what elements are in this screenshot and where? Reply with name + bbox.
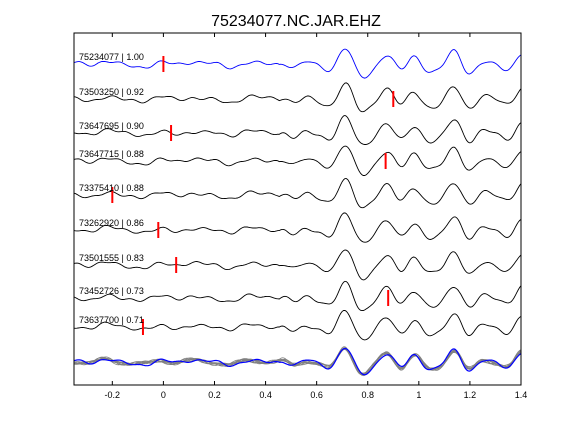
overlay-trace	[73, 348, 522, 374]
trace-label: 73501555 | 0.83	[79, 253, 144, 263]
x-tick-label: 0	[161, 390, 166, 400]
trace-label: 75234077 | 1.00	[79, 52, 144, 62]
waveform-trace	[73, 249, 522, 281]
x-tick-label: 1.4	[515, 390, 528, 400]
waveform-trace	[73, 82, 522, 113]
axes-box	[73, 32, 522, 386]
trace-label: 73375410 | 0.88	[79, 183, 144, 193]
reference-trace	[73, 48, 522, 79]
waveform-trace	[73, 178, 522, 209]
plot-area	[73, 48, 522, 377]
trace-label: 73647715 | 0.88	[79, 149, 144, 159]
waveform-trace	[73, 145, 522, 176]
waveform-trace	[73, 280, 522, 312]
trace-label: 73503250 | 0.92	[79, 87, 144, 97]
waveform-trace	[73, 212, 522, 243]
waveform-trace	[73, 310, 522, 341]
trace-label: 73647695 | 0.90	[79, 121, 144, 131]
overlay-reference-trace	[73, 347, 522, 376]
x-tick-label: 0.2	[208, 390, 221, 400]
x-tick-label: -0.2	[105, 390, 121, 400]
waveform-trace	[73, 115, 522, 145]
trace-label: 73452726 | 0.73	[79, 286, 144, 296]
x-axis: -0.2 0 0.2 0.4 0.6 0.8 1 1.2 1.4	[105, 33, 528, 400]
x-tick-label: 1.2	[464, 390, 477, 400]
chart-title: 75234077.NC.JAR.EHZ	[211, 13, 381, 30]
x-tick-label: 0.4	[259, 390, 272, 400]
x-tick-label: 0.8	[361, 390, 374, 400]
trace-label: 73637700 | 0.71	[79, 315, 144, 325]
trace-labels: 75234077 | 1.00 73503250 | 0.92 73647695 |…	[79, 52, 144, 325]
x-tick-label: 0.6	[310, 390, 323, 400]
x-tick-label: 1	[416, 390, 421, 400]
trace-label: 73262920 | 0.86	[79, 218, 144, 228]
